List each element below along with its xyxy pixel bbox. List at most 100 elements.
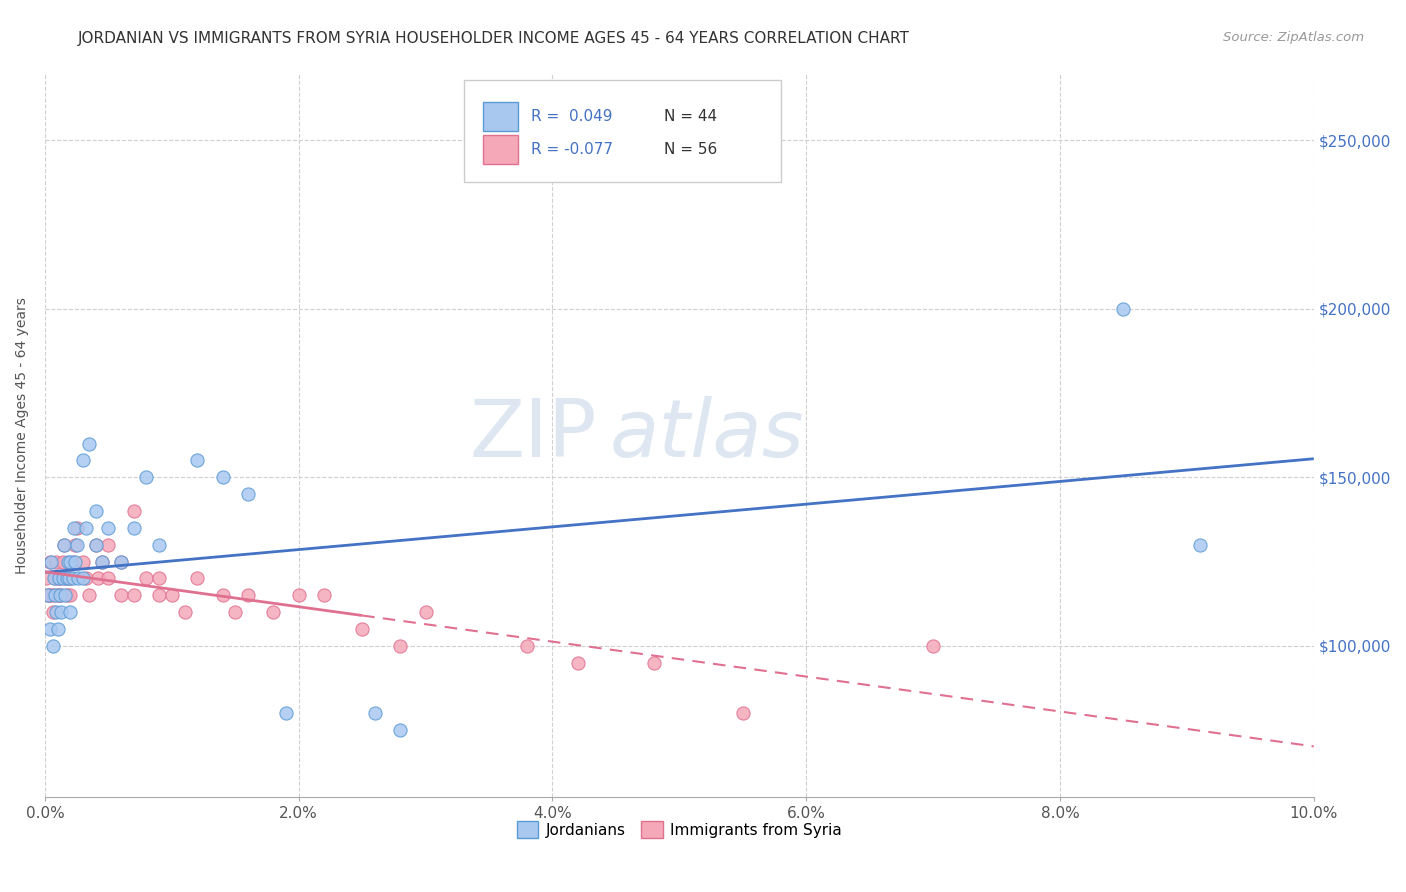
Point	[287, 588, 309, 602]
Point	[110, 555, 132, 569]
Point	[186, 453, 208, 467]
Point	[39, 555, 62, 569]
Point	[643, 656, 665, 670]
Point	[49, 588, 72, 602]
Text: R = -0.077: R = -0.077	[531, 142, 613, 157]
FancyBboxPatch shape	[464, 80, 780, 182]
Text: Source: ZipAtlas.com: Source: ZipAtlas.com	[1223, 31, 1364, 45]
Point	[66, 538, 89, 552]
Text: R =  0.049: R = 0.049	[531, 109, 613, 124]
Point	[59, 588, 82, 602]
Point	[91, 555, 114, 569]
Point	[1188, 538, 1211, 552]
Point	[58, 571, 80, 585]
Point	[53, 538, 76, 552]
Point	[84, 538, 107, 552]
Point	[72, 571, 94, 585]
Point	[352, 622, 374, 636]
Point	[160, 588, 183, 602]
Point	[79, 436, 101, 450]
Text: N = 56: N = 56	[664, 142, 717, 157]
Point	[314, 588, 336, 602]
Point	[62, 571, 84, 585]
Text: atlas: atlas	[610, 396, 804, 475]
Point	[39, 555, 62, 569]
Point	[48, 571, 70, 585]
Point	[731, 706, 754, 721]
Point	[922, 639, 945, 653]
Point	[75, 521, 97, 535]
Point	[51, 588, 73, 602]
Point	[274, 706, 297, 721]
Point	[44, 588, 66, 602]
Legend: Jordanians, Immigrants from Syria: Jordanians, Immigrants from Syria	[510, 815, 848, 844]
Point	[97, 571, 120, 585]
Point	[110, 588, 132, 602]
Point	[55, 571, 77, 585]
Point	[53, 588, 76, 602]
Point	[46, 571, 69, 585]
Point	[135, 470, 157, 484]
Point	[65, 538, 87, 552]
Point	[66, 521, 89, 535]
Point	[35, 571, 58, 585]
Point	[135, 571, 157, 585]
Text: JORDANIAN VS IMMIGRANTS FROM SYRIA HOUSEHOLDER INCOME AGES 45 - 64 YEARS CORRELA: JORDANIAN VS IMMIGRANTS FROM SYRIA HOUSE…	[77, 31, 910, 46]
Point	[148, 571, 170, 585]
Point	[84, 504, 107, 518]
Point	[55, 588, 77, 602]
Point	[97, 521, 120, 535]
Point	[41, 639, 63, 653]
Point	[364, 706, 387, 721]
Point	[38, 588, 60, 602]
Point	[39, 622, 62, 636]
Point	[49, 571, 72, 585]
Point	[56, 555, 79, 569]
Point	[41, 605, 63, 619]
Point	[148, 588, 170, 602]
Point	[45, 605, 67, 619]
Y-axis label: Householder Income Ages 45 - 64 years: Householder Income Ages 45 - 64 years	[15, 297, 30, 574]
Point	[59, 605, 82, 619]
Point	[224, 605, 246, 619]
Point	[122, 521, 145, 535]
Point	[62, 555, 84, 569]
Point	[389, 639, 412, 653]
Point	[66, 571, 89, 585]
Point	[42, 571, 65, 585]
Point	[46, 588, 69, 602]
Point	[53, 538, 76, 552]
Point	[52, 555, 75, 569]
Point	[37, 588, 59, 602]
Point	[46, 622, 69, 636]
Point	[516, 639, 538, 653]
Point	[37, 588, 59, 602]
Point	[91, 555, 114, 569]
Point	[186, 571, 208, 585]
Text: ZIP: ZIP	[470, 396, 598, 475]
Point	[262, 605, 284, 619]
Text: N = 44: N = 44	[664, 109, 717, 124]
Point	[39, 588, 62, 602]
Point	[72, 555, 94, 569]
Point	[415, 605, 437, 619]
Point	[79, 588, 101, 602]
Point	[122, 504, 145, 518]
Point	[52, 571, 75, 585]
Point	[389, 723, 412, 737]
Point	[45, 555, 67, 569]
Point	[59, 571, 82, 585]
Point	[51, 605, 73, 619]
Point	[42, 588, 65, 602]
Point	[122, 588, 145, 602]
Point	[1112, 301, 1135, 316]
Point	[236, 588, 259, 602]
Point	[97, 538, 120, 552]
Point	[72, 453, 94, 467]
Point	[87, 571, 110, 585]
Point	[53, 571, 76, 585]
Point	[48, 588, 70, 602]
Point	[567, 656, 589, 670]
Point	[65, 555, 87, 569]
Point	[211, 470, 233, 484]
